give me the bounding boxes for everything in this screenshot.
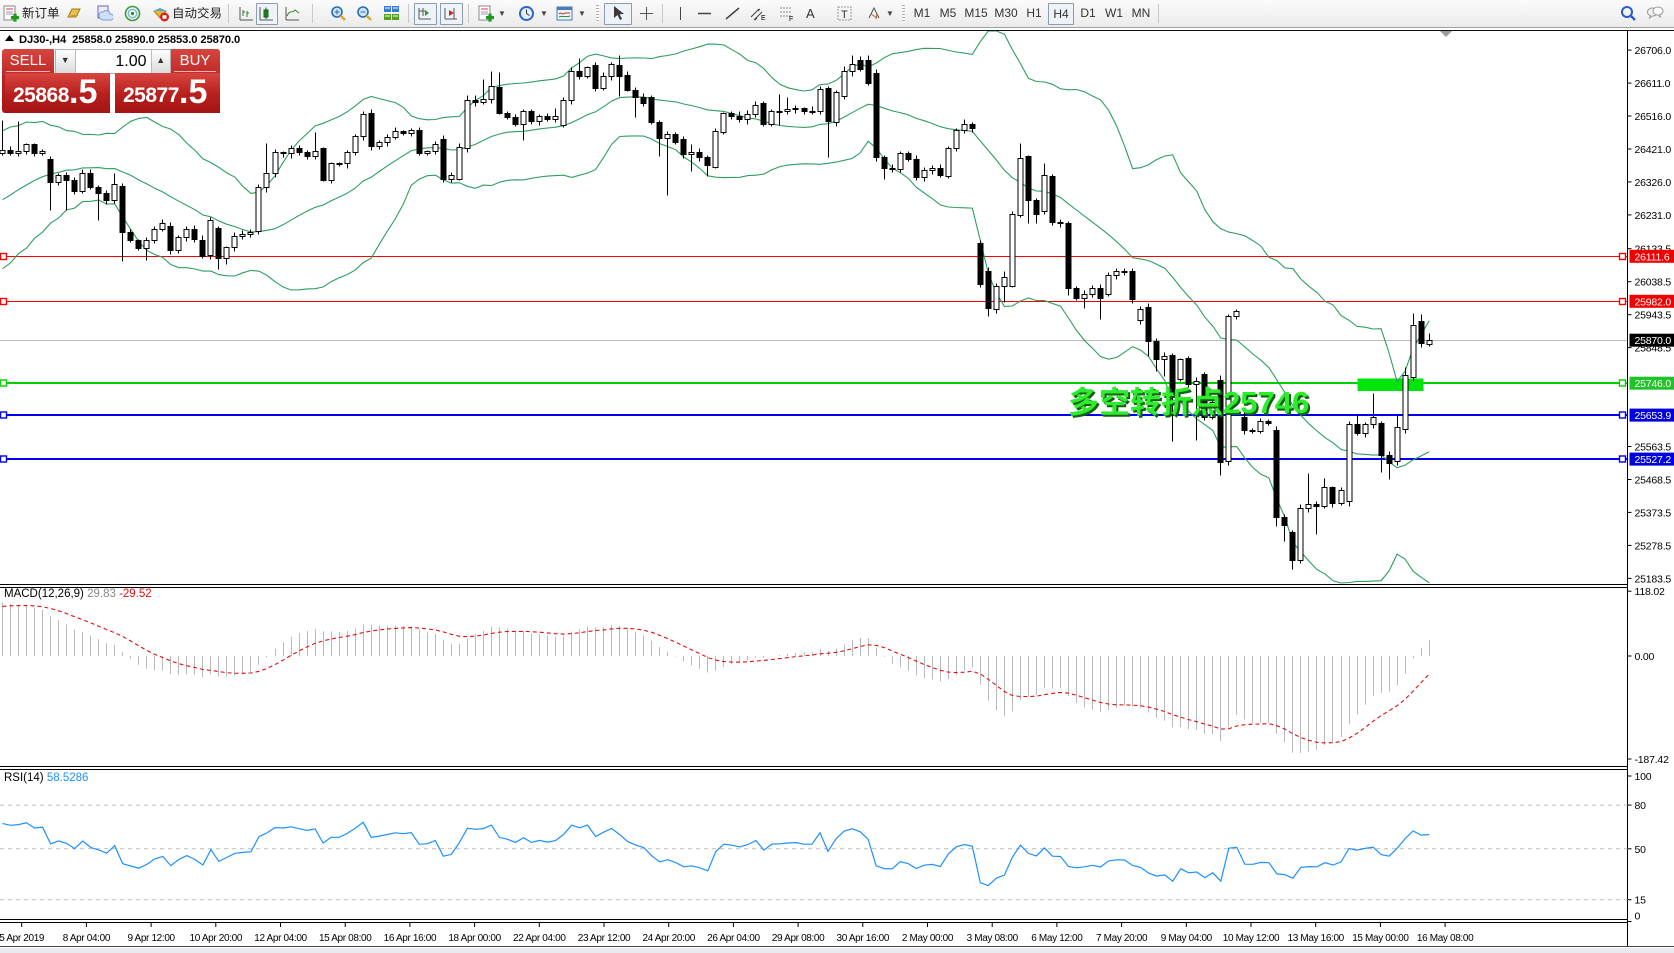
svg-text:26706.0: 26706.0 [1635, 45, 1672, 57]
svg-text:15 May 00:00: 15 May 00:00 [1352, 933, 1409, 944]
svg-text:118.02: 118.02 [1635, 586, 1665, 598]
svg-text:26611.0: 26611.0 [1635, 78, 1671, 90]
svg-text:50: 50 [1635, 844, 1647, 856]
svg-text:24 Apr 20:00: 24 Apr 20:00 [642, 933, 695, 944]
svg-text:26038.5: 26038.5 [1635, 277, 1672, 289]
svg-text:3 May 08:00: 3 May 08:00 [967, 933, 1019, 944]
svg-text:26516.0: 26516.0 [1635, 111, 1672, 123]
svg-text:23 Apr 12:00: 23 Apr 12:00 [578, 933, 631, 944]
svg-text:29 Apr 08:00: 29 Apr 08:00 [772, 933, 825, 944]
svg-text:F: F [789, 16, 793, 22]
svg-text:9 Apr 12:00: 9 Apr 12:00 [127, 933, 175, 944]
svg-text:9 May 04:00: 9 May 04:00 [1161, 933, 1213, 944]
svg-text:18 Apr 00:00: 18 Apr 00:00 [448, 933, 501, 944]
svg-text:RSI(14) 58.5286: RSI(14) 58.5286 [4, 772, 88, 784]
svg-text:5 Apr 2019: 5 Apr 2019 [0, 933, 45, 944]
svg-text:26 Apr 04:00: 26 Apr 04:00 [707, 933, 760, 944]
svg-text:22 Apr 04:00: 22 Apr 04:00 [513, 933, 566, 944]
svg-text:25373.5: 25373.5 [1635, 507, 1672, 519]
svg-text:16 Apr 16:00: 16 Apr 16:00 [384, 933, 437, 944]
svg-text:80: 80 [1635, 800, 1647, 812]
svg-text:25563.5: 25563.5 [1635, 442, 1672, 454]
svg-text:25527.2: 25527.2 [1635, 454, 1672, 466]
svg-text:10 May 12:00: 10 May 12:00 [1223, 933, 1280, 944]
svg-text:T: T [841, 9, 848, 21]
svg-text:10 Apr 20:00: 10 Apr 20:00 [190, 933, 243, 944]
svg-text:25982.0: 25982.0 [1635, 296, 1672, 308]
svg-text:26231.0: 26231.0 [1635, 210, 1672, 222]
svg-text:13 May 16:00: 13 May 16:00 [1287, 933, 1344, 944]
svg-text:30 Apr 16:00: 30 Apr 16:00 [837, 933, 890, 944]
svg-text:-187.42: -187.42 [1635, 754, 1670, 766]
svg-text:25746: 25746 [1225, 387, 1311, 422]
svg-text:25653.9: 25653.9 [1635, 410, 1672, 422]
svg-text:26111.6: 26111.6 [1635, 251, 1670, 263]
svg-text:25278.5: 25278.5 [1635, 540, 1672, 552]
svg-text:7 May 20:00: 7 May 20:00 [1096, 933, 1148, 944]
svg-text:25746: 25746 [1223, 385, 1309, 420]
svg-text:DJ30-,H4 25858.0 25890.0 2585: DJ30-,H4 25858.0 25890.0 25853.0 25870.0 [19, 34, 240, 46]
svg-text:25870.0: 25870.0 [1635, 335, 1672, 347]
svg-text:100: 100 [1635, 771, 1652, 783]
svg-text:25183.5: 25183.5 [1635, 573, 1672, 585]
svg-text:26326.0: 26326.0 [1635, 177, 1672, 189]
svg-text:25943.5: 25943.5 [1635, 310, 1672, 322]
svg-text:25468.5: 25468.5 [1635, 475, 1672, 487]
svg-text:16 May 08:00: 16 May 08:00 [1417, 933, 1474, 944]
svg-text:0.00: 0.00 [1635, 651, 1655, 663]
svg-text:8 Apr 04:00: 8 Apr 04:00 [63, 933, 111, 944]
svg-text:0: 0 [1635, 911, 1641, 923]
svg-text:15: 15 [1635, 895, 1647, 907]
svg-text:6 May 12:00: 6 May 12:00 [1031, 933, 1083, 944]
svg-text:26421.0: 26421.0 [1635, 144, 1672, 156]
svg-text:12 Apr 04:00: 12 Apr 04:00 [254, 933, 307, 944]
svg-text:15 Apr 08:00: 15 Apr 08:00 [319, 933, 372, 944]
svg-text:25746.0: 25746.0 [1635, 378, 1672, 390]
svg-text:2 May 00:00: 2 May 00:00 [902, 933, 954, 944]
svg-text:E: E [761, 15, 766, 22]
svg-text:MACD(12,26,9) 29.83 -29.52: MACD(12,26,9) 29.83 -29.52 [4, 588, 152, 600]
